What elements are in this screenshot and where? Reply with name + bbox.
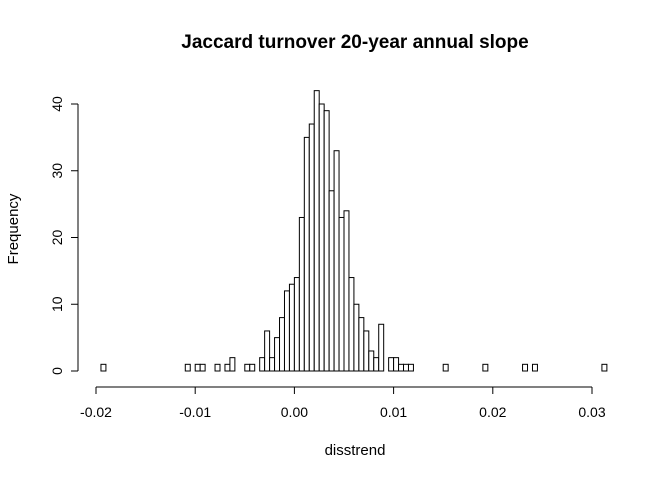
x-axis-label: disstrend xyxy=(325,442,386,459)
histogram-bar xyxy=(298,216,305,372)
histogram-bar xyxy=(338,216,345,372)
y-tick-label: 0 xyxy=(49,367,65,375)
histogram-bar xyxy=(353,303,360,372)
histogram-bar xyxy=(313,90,320,372)
histogram-bar xyxy=(393,357,400,372)
histogram-bar xyxy=(522,363,529,372)
histogram-bar xyxy=(378,323,385,372)
histogram-bar xyxy=(403,363,409,372)
histogram-bar xyxy=(358,317,365,372)
histogram-bar xyxy=(398,363,405,372)
histogram-bar xyxy=(531,363,538,372)
x-tick-label: -0.01 xyxy=(179,404,211,420)
histogram-bar xyxy=(264,330,271,372)
histogram-bar xyxy=(368,350,375,372)
histogram-bar xyxy=(601,363,608,372)
histogram-bar xyxy=(214,363,221,372)
chart-title: Jaccard turnover 20-year annual slope xyxy=(181,32,528,53)
x-tick-label: 0.01 xyxy=(380,404,407,420)
x-tick-label: 0.02 xyxy=(479,404,506,420)
histogram-bar xyxy=(303,136,310,372)
y-tick-label: 20 xyxy=(49,230,65,246)
x-tick-label: 0.00 xyxy=(281,404,308,420)
histogram-bar xyxy=(100,363,107,372)
histogram-bar xyxy=(318,103,325,372)
y-tick-label: 10 xyxy=(49,296,65,312)
y-tick-label: 40 xyxy=(49,96,65,112)
histogram-bar xyxy=(249,363,256,372)
histogram-bar xyxy=(348,277,355,372)
histogram-bar xyxy=(184,363,191,372)
histogram-bar xyxy=(194,363,201,372)
histogram-bar xyxy=(269,357,276,372)
x-tick-label: -0.02 xyxy=(80,404,112,420)
histogram-bar xyxy=(229,357,236,372)
histogram-bar xyxy=(224,363,231,372)
histogram-bar xyxy=(328,190,335,372)
histogram-bar xyxy=(308,123,315,372)
histogram-bar xyxy=(244,363,251,372)
histogram-bar xyxy=(288,283,295,372)
x-tick-label: 0.03 xyxy=(578,404,605,420)
histogram-bar xyxy=(388,357,395,372)
histogram-bar xyxy=(199,363,206,372)
histogram-bar xyxy=(279,317,285,372)
histogram-bar xyxy=(274,337,281,372)
y-tick-label: 30 xyxy=(49,163,65,179)
histogram-bar xyxy=(482,363,489,372)
x-axis: -0.02 -0.01 0.00 0.01 0.02 0.03 xyxy=(80,386,606,420)
histogram-bar xyxy=(343,210,350,372)
histogram-bars xyxy=(100,90,608,372)
histogram-bar xyxy=(407,363,414,372)
histogram-bar xyxy=(323,110,330,372)
histogram-bar xyxy=(373,357,380,372)
histogram-bar xyxy=(259,357,266,372)
y-axis-label: Frequency xyxy=(5,193,22,264)
histogram-bar xyxy=(333,150,340,372)
y-axis: 0 10 20 30 40 xyxy=(49,96,79,375)
histogram-bar xyxy=(283,290,290,372)
histogram-bar xyxy=(442,363,449,372)
histogram-bar xyxy=(293,277,300,372)
histogram-bar xyxy=(363,330,370,372)
